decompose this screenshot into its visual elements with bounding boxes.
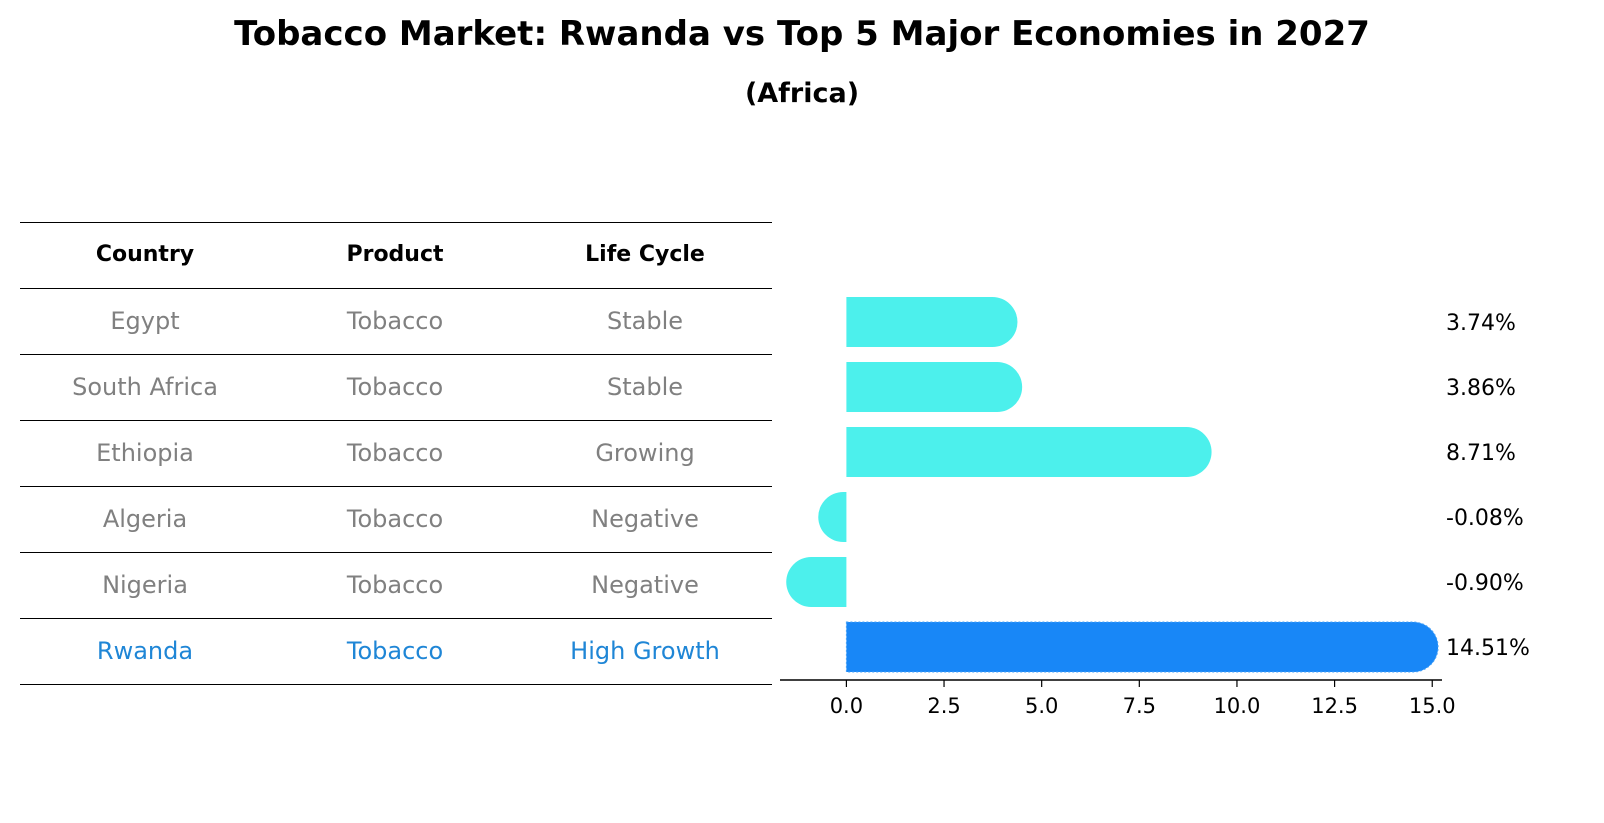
table-row: South Africa Tobacco Stable xyxy=(20,354,772,420)
table-header-row: Country Product Life Cycle xyxy=(20,222,772,288)
chart-subtitle: (Africa) xyxy=(744,78,860,109)
life-cycle-cell: Negative xyxy=(591,505,699,533)
x-tick-label: 2.5 xyxy=(927,694,960,718)
country-cell: Algeria xyxy=(102,505,188,533)
value-label: 8.71% xyxy=(1446,441,1516,466)
value-label: -0.08% xyxy=(1446,506,1524,531)
value-label: -0.90% xyxy=(1446,571,1524,596)
table-row: Ethiopia Tobacco Growing xyxy=(20,420,772,486)
column-header-country: Country xyxy=(95,242,195,267)
table-row: Algeria Tobacco Negative xyxy=(20,486,772,552)
product-cell: Tobacco xyxy=(346,637,444,665)
product-cell: Tobacco xyxy=(346,571,444,599)
value-label: 14.51% xyxy=(1446,636,1530,661)
bar-nigeria xyxy=(786,557,847,607)
country-cell: South Africa xyxy=(72,373,218,401)
chart-title: Tobacco Market: Rwanda vs Top 5 Major Ec… xyxy=(234,14,1370,54)
value-label: 3.86% xyxy=(1446,376,1516,401)
x-tick-label: 15.0 xyxy=(1409,694,1456,718)
x-tick-label: 12.5 xyxy=(1311,694,1358,718)
x-tick-label: 0.0 xyxy=(830,694,863,718)
bar-algeria xyxy=(818,492,847,542)
table-row: Egypt Tobacco Stable xyxy=(20,288,772,354)
country-cell: Ethiopia xyxy=(96,439,194,467)
value-label: 3.74% xyxy=(1446,311,1516,336)
country-cell: Egypt xyxy=(110,307,180,335)
bar-chart: 3.74% 3.86% 8.71% -0.08% -0.90% 14.51% 0.0 2.5 5… xyxy=(780,297,1530,718)
product-cell: Tobacco xyxy=(346,439,444,467)
table-row-highlighted: Rwanda Tobacco High Growth xyxy=(20,618,772,685)
country-cell: Rwanda xyxy=(96,637,194,665)
bar-egypt xyxy=(846,297,1018,347)
table-row: Nigeria Tobacco Negative xyxy=(20,552,772,618)
bar-ethiopia xyxy=(846,427,1212,477)
product-cell: Tobacco xyxy=(346,505,444,533)
bar-rwanda xyxy=(845,621,1439,673)
column-header-life-cycle: Life Cycle xyxy=(585,242,705,267)
country-cell: Nigeria xyxy=(102,571,188,599)
life-cycle-cell: Stable xyxy=(606,307,684,335)
product-cell: Tobacco xyxy=(346,373,444,401)
x-tick-label: 5.0 xyxy=(1025,694,1058,718)
x-tick-label: 7.5 xyxy=(1123,694,1156,718)
column-header-product: Product xyxy=(346,242,444,267)
product-cell: Tobacco xyxy=(346,307,444,335)
country-table: Country Product Life Cycle Egypt Tobacco… xyxy=(20,222,772,685)
life-cycle-cell: High Growth xyxy=(570,637,720,665)
life-cycle-cell: Negative xyxy=(591,571,699,599)
life-cycle-cell: Stable xyxy=(606,373,684,401)
life-cycle-cell: Growing xyxy=(595,439,695,467)
bar-south-africa xyxy=(846,362,1023,412)
x-tick-label: 10.0 xyxy=(1214,694,1261,718)
